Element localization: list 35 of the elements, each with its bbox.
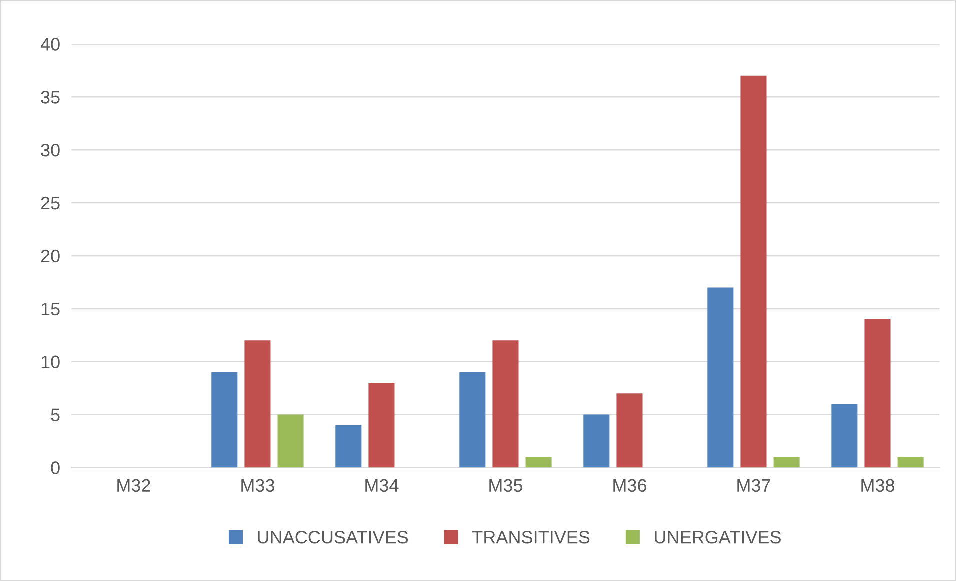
y-tick-label: 5: [51, 408, 60, 422]
y-tick-label: 15: [42, 302, 60, 316]
y-tick-label: 30: [41, 144, 60, 157]
x-tick-label: M33: [242, 479, 274, 492]
x-tick-label: M32: [118, 479, 150, 492]
bar: [616, 394, 643, 468]
bar: [278, 414, 304, 468]
y-tick-label: 10: [42, 356, 60, 369]
legend-label: UNACCUSATIVES: [258, 531, 408, 544]
bar: [708, 288, 734, 468]
bar: [774, 457, 800, 468]
bar: [336, 425, 362, 468]
x-tick-label: M34: [366, 479, 399, 492]
bar: [460, 372, 486, 468]
y-tick-label: 20: [41, 250, 60, 263]
bar: [492, 340, 519, 468]
bar: [212, 372, 238, 468]
bar: [898, 457, 924, 468]
bar: [584, 414, 610, 468]
x-tick-label: M37: [738, 479, 770, 492]
y-tick-label: 40: [40, 38, 60, 51]
y-tick-label: 0: [51, 462, 60, 474]
x-tick-label: M36: [614, 479, 646, 492]
bar: [832, 404, 858, 468]
bar: [368, 382, 395, 468]
bar: [864, 319, 891, 468]
x-tick-label: M35: [490, 479, 523, 492]
x-tick-label: M38: [862, 479, 895, 492]
bar: [526, 457, 552, 468]
y-tick-label: 25: [41, 196, 60, 210]
y-tick-label: 35: [41, 91, 60, 104]
legend-label: TRANSITIVES: [472, 531, 590, 544]
bar: [740, 76, 767, 468]
bar: [244, 340, 271, 468]
legend-label: UNERGATIVES: [655, 531, 781, 544]
